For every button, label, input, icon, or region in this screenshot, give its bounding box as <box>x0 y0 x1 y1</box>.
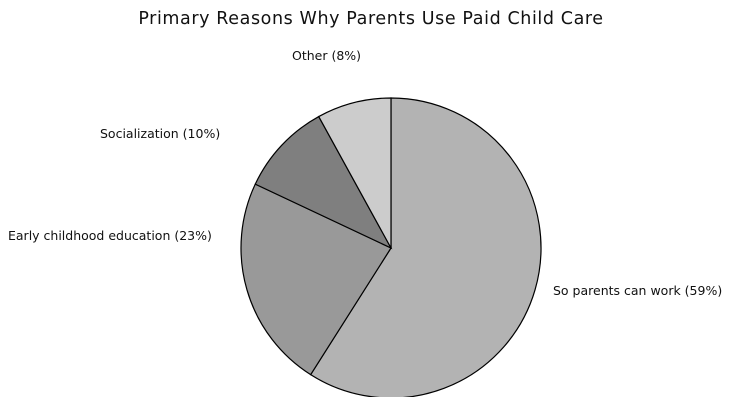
label-early-childhood-education: Early childhood education (23%) <box>8 228 212 243</box>
slice-so-parents-can-work <box>309 97 542 397</box>
chart-title: Primary Reasons Why Parents Use Paid Chi… <box>138 9 604 29</box>
pie-slices <box>240 97 542 397</box>
slice-early-childhood-education <box>240 183 392 376</box>
label-socialization: Socialization (10%) <box>100 126 220 141</box>
label-other: Other (8%) <box>292 48 361 63</box>
slice-labels: So parents can work (59%) Early childhood… <box>8 48 722 298</box>
slice-socialization <box>254 115 393 250</box>
label-so-parents-can-work: So parents can work (59%) <box>553 283 722 298</box>
slice-other <box>317 97 392 249</box>
